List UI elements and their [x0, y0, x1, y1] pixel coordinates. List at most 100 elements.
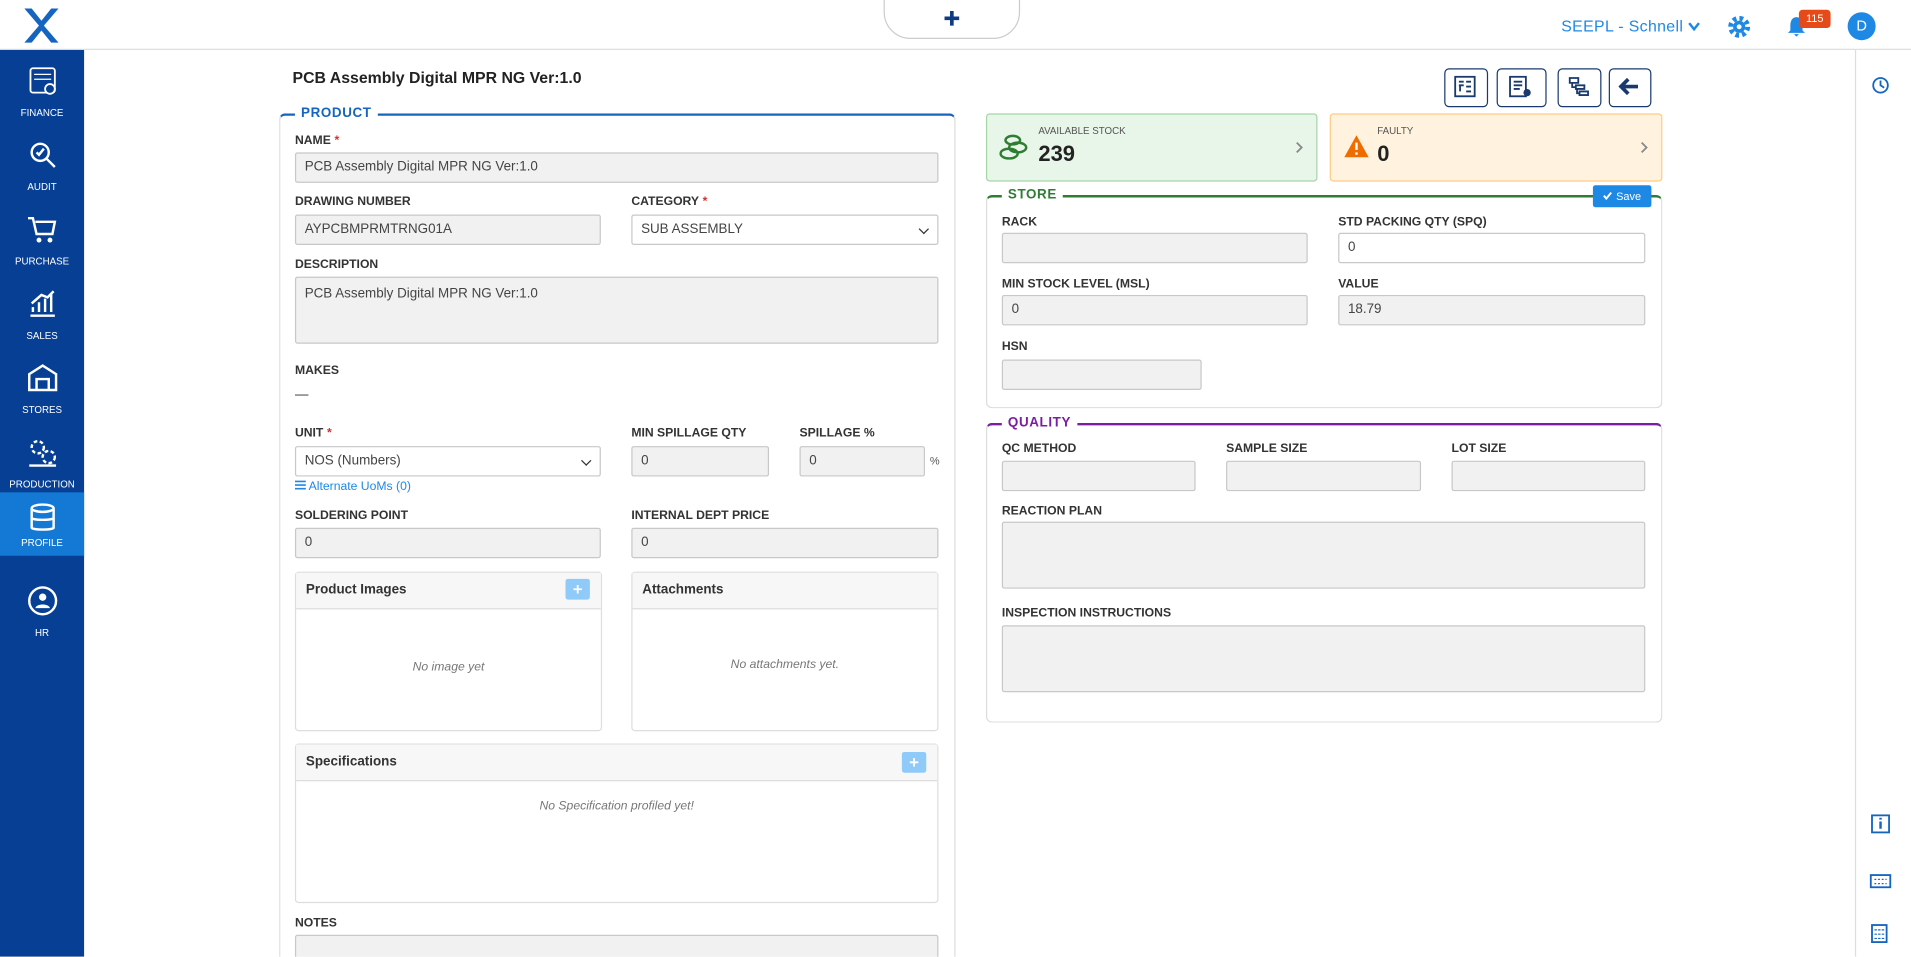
field-label: DRAWING NUMBER	[294, 195, 411, 209]
info-icon[interactable]	[1871, 814, 1891, 834]
card-value: 0	[1377, 141, 1390, 166]
field-label: CATEGORY *	[631, 195, 707, 208]
card-title: Attachments	[632, 572, 938, 610]
org-name: SEEPL - Schnell	[1561, 17, 1684, 36]
nav-item[interactable]: HR	[0, 575, 84, 646]
back-button[interactable]	[1608, 68, 1652, 108]
nav-icon	[28, 586, 58, 616]
select-value: NOS (Numbers)	[304, 453, 401, 468]
value-input[interactable]: 18.79	[1338, 294, 1646, 326]
field-label: LOT SIZE	[1451, 442, 1507, 456]
nav-item[interactable]: PRODUCTION	[0, 427, 84, 498]
add-image-button[interactable]	[565, 578, 590, 600]
settings-icon[interactable]	[1727, 15, 1751, 39]
product-panel: PRODUCT	[279, 106, 956, 957]
label-text: UNIT	[294, 426, 324, 440]
nav-label: PURCHASE	[14, 255, 70, 267]
tree-button[interactable]	[1557, 68, 1602, 108]
org-selector[interactable]: SEEPL - Schnell	[1561, 17, 1700, 35]
inspection-input[interactable]	[1001, 625, 1646, 693]
section-title: PRODUCT	[294, 106, 378, 121]
soldering-point-input[interactable]: 0	[294, 527, 601, 559]
specifications-card: Specifications No Specification profiled…	[294, 743, 939, 904]
quick-add-button[interactable]	[883, 0, 1021, 39]
nav-item[interactable]: PURCHASE	[0, 204, 84, 275]
name-input[interactable]: PCB Assembly Digital MPR NG Ver:1.0	[294, 152, 939, 183]
card-value: 239	[1038, 141, 1075, 166]
field-label: INTERNAL DEPT PRICE	[631, 509, 770, 523]
spillage-input[interactable]: 0	[799, 446, 926, 477]
section-title: STORE	[1001, 187, 1063, 203]
nav-label: HR	[35, 627, 50, 639]
save-button[interactable]: Save	[1592, 185, 1652, 208]
nav-icon	[28, 364, 58, 392]
field-label: SOLDERING POINT	[294, 509, 409, 523]
field-label: NAME *	[295, 134, 339, 147]
empty-text: No attachments yet.	[730, 658, 840, 672]
alternate-uoms-link[interactable]: Alternate UoMs (0)	[294, 480, 411, 494]
history-icon[interactable]	[1871, 76, 1891, 96]
nav-item[interactable]: SALES	[0, 278, 84, 349]
label-text: NAME	[294, 134, 331, 148]
nav-item[interactable]: AUDIT	[0, 129, 84, 200]
quality-panel: QUALITY	[985, 415, 1663, 723]
keyboard-icon[interactable]	[1869, 873, 1892, 890]
nav-icon	[30, 142, 56, 168]
field-label: INSPECTION INSTRUCTIONS	[1001, 606, 1172, 621]
empty-text: No Specification profiled yet!	[539, 799, 694, 813]
notification-count: 115	[1798, 9, 1831, 29]
price-list-button[interactable]	[1444, 68, 1489, 108]
msl-input[interactable]: 0	[1001, 294, 1308, 326]
nav-label: PROFILE	[21, 537, 63, 549]
nav-label: AUDIT	[27, 181, 57, 193]
notes-input[interactable]	[294, 934, 939, 957]
category-select[interactable]: SUB ASSEMBLY	[631, 214, 939, 245]
sample-size-input[interactable]	[1226, 460, 1422, 492]
description-input[interactable]: PCB Assembly Digital MPR NG Ver:1.0	[294, 276, 939, 344]
required-mark: *	[702, 195, 708, 209]
faulty-card[interactable]: FAULTY 0	[1329, 113, 1663, 182]
nav-item[interactable]: STORES	[0, 352, 84, 423]
min-spillage-input[interactable]: 0	[631, 446, 770, 477]
empty-text: No image yet	[412, 660, 485, 674]
rack-input[interactable]	[1001, 232, 1308, 264]
field-label: VALUE	[1338, 277, 1379, 292]
internal-price-input[interactable]: 0	[631, 527, 939, 559]
nav-label: FINANCE	[20, 107, 64, 119]
lot-size-input[interactable]	[1451, 460, 1646, 492]
field-label: QC METHOD	[1001, 442, 1077, 456]
nav-item[interactable]: PROFILE	[0, 492, 85, 556]
spq-input[interactable]: 0	[1338, 232, 1646, 264]
field-label: MAKES	[294, 364, 339, 378]
field-label: UNIT *	[295, 427, 332, 440]
page-title: PCB Assembly Digital MPR NG Ver:1.0	[292, 68, 582, 87]
store-panel: STORE	[985, 187, 1663, 409]
attachments-card: Attachments No attachments yet.	[631, 571, 939, 732]
nav-icon	[30, 503, 55, 531]
link-text: Alternate UoMs (0)	[308, 480, 411, 494]
hsn-input[interactable]	[1001, 359, 1202, 390]
bom-button[interactable]	[1496, 68, 1547, 108]
card-label: AVAILABLE STOCK	[1038, 125, 1126, 137]
drawing-number-input[interactable]: AYPCBMPRMTRNG01A	[294, 214, 601, 245]
nav-label: STORES	[22, 404, 63, 416]
nav-icon	[29, 67, 56, 95]
avatar[interactable]: D	[1847, 12, 1876, 41]
field-label: STD PACKING QTY (SPQ)	[1338, 215, 1487, 230]
card-title: Specifications	[296, 744, 938, 782]
field-label: MIN SPILLAGE QTY	[631, 426, 747, 440]
field-label: DESCRIPTION	[294, 258, 379, 272]
add-specification-button[interactable]	[901, 751, 927, 773]
nav-item[interactable]: FINANCE	[0, 55, 84, 126]
button-text: Save	[1616, 190, 1642, 203]
calculator-icon[interactable]	[1871, 924, 1888, 944]
logo[interactable]	[22, 6, 61, 45]
unit-select[interactable]: NOS (Numbers)	[294, 446, 601, 477]
available-stock-card[interactable]: AVAILABLE STOCK 239	[985, 113, 1318, 182]
field-label: REACTION PLAN	[1001, 504, 1103, 518]
qc-method-input[interactable]	[1001, 460, 1196, 492]
reaction-plan-input[interactable]	[1001, 521, 1646, 589]
nav-icon	[29, 439, 57, 467]
card-label: FAULTY	[1377, 125, 1414, 137]
